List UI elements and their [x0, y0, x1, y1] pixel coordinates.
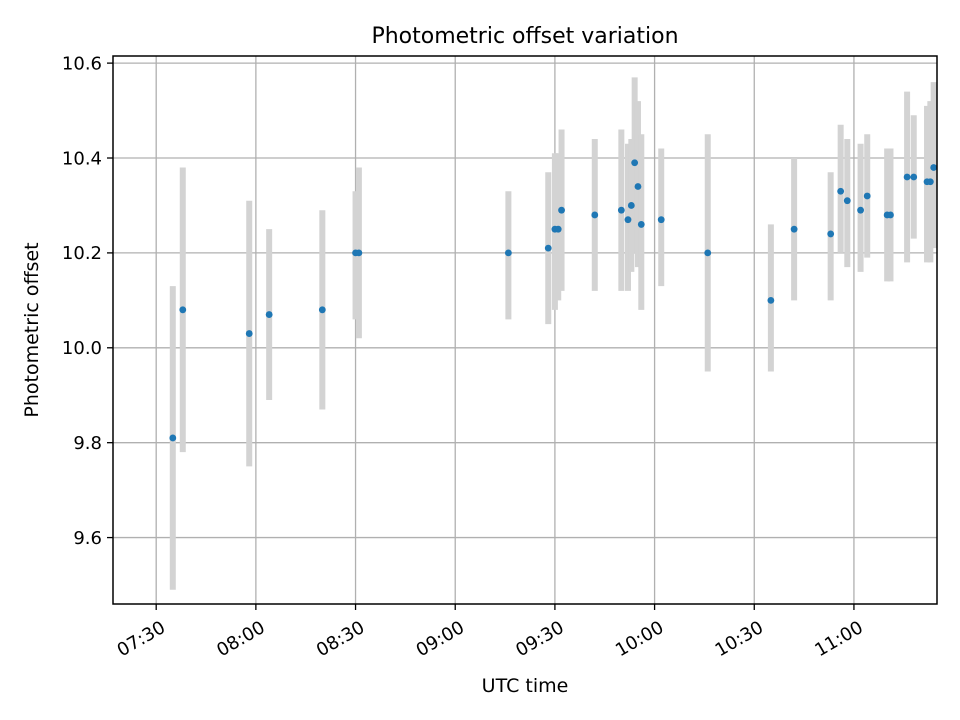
data-point: [558, 206, 565, 214]
data-point: [843, 197, 851, 205]
x-tick-label: 11:00: [811, 617, 866, 661]
data-point: [318, 306, 326, 314]
data-point: [857, 206, 864, 214]
x-tick-label: 09:30: [512, 617, 567, 661]
x-axis-label: UTC time: [482, 675, 569, 697]
data-point: [631, 159, 639, 167]
data-point: [910, 173, 918, 181]
data-point: [265, 311, 273, 318]
error-bars: [169, 77, 937, 590]
data-point: [827, 230, 835, 238]
data-point: [837, 187, 845, 195]
y-tick-label: 10.6: [62, 53, 102, 74]
data-point: [179, 306, 187, 314]
data-point: [591, 211, 599, 219]
y-tick-label: 9.6: [73, 528, 102, 549]
data-point: [504, 249, 512, 257]
data-point: [355, 249, 363, 257]
data-point: [627, 202, 635, 209]
data-point: [657, 216, 665, 224]
data-point: [554, 225, 562, 233]
plot-frame: [112, 55, 938, 605]
data-point: [624, 216, 632, 224]
x-tick-label: 07:30: [114, 617, 169, 661]
y-tick-label: 10.4: [62, 148, 102, 169]
data-point: [930, 164, 938, 171]
data-point: [245, 330, 253, 337]
data-point: [863, 192, 871, 200]
data-points: [169, 159, 938, 442]
y-axis-label: Photometric offset: [21, 242, 43, 417]
chart-title: Photometric offset variation: [371, 24, 678, 49]
grid: [113, 56, 937, 604]
data-point: [617, 206, 625, 214]
data-point: [767, 296, 775, 304]
x-tick-label: 08:00: [213, 617, 268, 661]
data-point: [634, 183, 642, 190]
x-tick-label: 09:00: [413, 617, 468, 661]
data-point: [637, 221, 645, 228]
data-point: [926, 178, 934, 186]
x-tick-label: 10:30: [712, 617, 767, 661]
data-point: [790, 225, 798, 233]
x-tick-label: 10:00: [612, 617, 667, 661]
data-point: [704, 249, 712, 257]
y-tick-label: 10.0: [62, 338, 102, 359]
data-point: [169, 434, 177, 442]
x-tick-label: 08:30: [313, 617, 368, 661]
data-point: [887, 211, 894, 219]
y-tick-label: 9.8: [73, 433, 102, 454]
y-tick-label: 10.2: [62, 243, 102, 264]
data-point: [544, 244, 552, 252]
data-point: [903, 173, 911, 181]
